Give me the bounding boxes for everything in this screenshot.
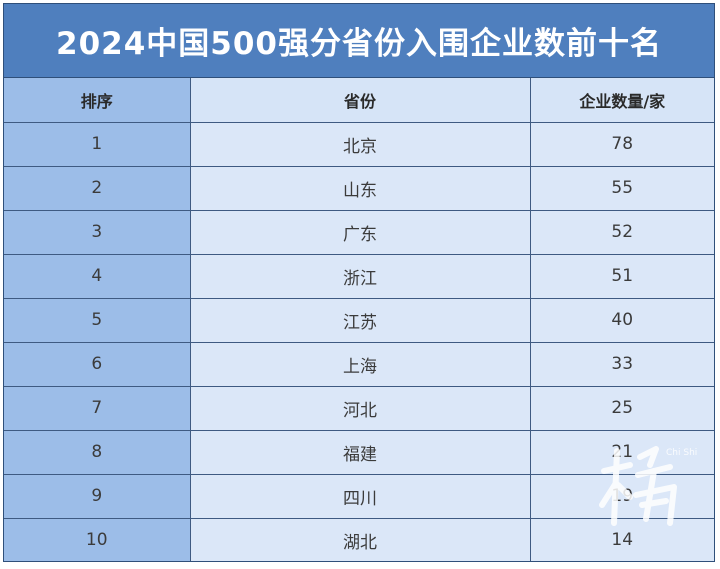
table-row: 2 山东 55 (4, 165, 714, 211)
header-count: 企业数量/家 (529, 78, 714, 123)
count-cell: 19 (529, 473, 714, 519)
header-province: 省份 (189, 78, 531, 123)
rank-cell: 9 (4, 473, 191, 519)
rank-cell: 10 (4, 517, 191, 561)
ranking-table: 排序 省份 企业数量/家 1 北京 78 2 山东 55 3 广东 52 4 浙… (4, 78, 714, 561)
count-cell: 55 (529, 165, 714, 211)
count-cell: 51 (529, 253, 714, 299)
province-cell: 江苏 (189, 297, 531, 343)
rank-cell: 6 (4, 341, 191, 387)
province-cell: 湖北 (189, 517, 531, 561)
rank-cell: 2 (4, 165, 191, 211)
count-cell: 33 (529, 341, 714, 387)
rank-cell: 5 (4, 297, 191, 343)
count-cell: 25 (529, 385, 714, 431)
province-cell: 广东 (189, 209, 531, 255)
header-rank: 排序 (4, 78, 191, 123)
table-frame: 2024中国500强分省份入围企业数前十名 排序 省份 企业数量/家 1 北京 … (3, 3, 715, 562)
title-bar: 2024中国500强分省份入围企业数前十名 (4, 4, 714, 78)
province-cell: 浙江 (189, 253, 531, 299)
rank-cell: 4 (4, 253, 191, 299)
table-row: 8 福建 21 (4, 429, 714, 475)
table-header-row: 排序 省份 企业数量/家 (4, 78, 714, 123)
count-cell: 21 (529, 429, 714, 475)
province-cell: 上海 (189, 341, 531, 387)
page-title: 2024中国500强分省份入围企业数前十名 (56, 26, 662, 62)
table-row: 3 广东 52 (4, 209, 714, 255)
count-cell: 78 (529, 121, 714, 167)
count-cell: 14 (529, 517, 714, 561)
rank-cell: 7 (4, 385, 191, 431)
rank-cell: 8 (4, 429, 191, 475)
province-cell: 四川 (189, 473, 531, 519)
province-cell: 山东 (189, 165, 531, 211)
table-row: 9 四川 19 (4, 473, 714, 519)
table-row: 5 江苏 40 (4, 297, 714, 343)
rank-cell: 1 (4, 121, 191, 167)
province-cell: 福建 (189, 429, 531, 475)
table-row: 1 北京 78 (4, 121, 714, 167)
rank-cell: 3 (4, 209, 191, 255)
table-row: 7 河北 25 (4, 385, 714, 431)
province-cell: 北京 (189, 121, 531, 167)
table-row: 4 浙江 51 (4, 253, 714, 299)
table-row: 6 上海 33 (4, 341, 714, 387)
count-cell: 40 (529, 297, 714, 343)
province-cell: 河北 (189, 385, 531, 431)
count-cell: 52 (529, 209, 714, 255)
table-row: 10 湖北 14 (4, 517, 714, 561)
